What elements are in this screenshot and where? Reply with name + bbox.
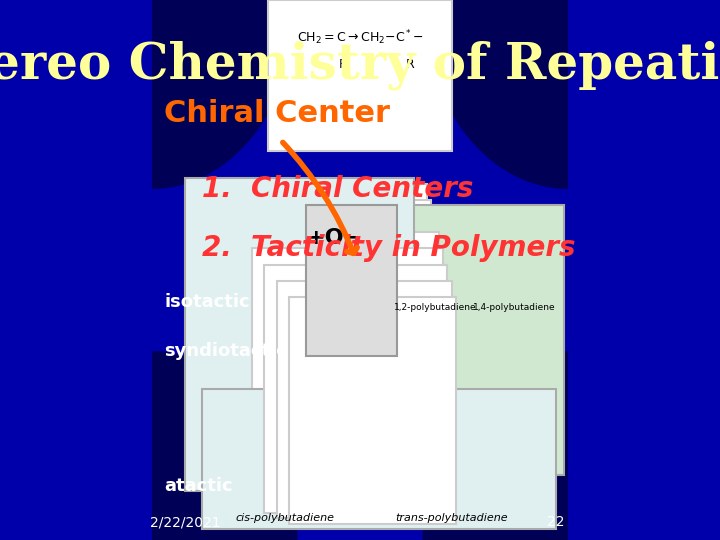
- FancyBboxPatch shape: [393, 205, 564, 475]
- Text: syndiotactic: syndiotactic: [164, 342, 287, 360]
- FancyBboxPatch shape: [306, 205, 397, 356]
- Text: atactic: atactic: [164, 477, 233, 495]
- FancyBboxPatch shape: [227, 216, 435, 497]
- Ellipse shape: [6, 351, 297, 540]
- Text: 22: 22: [547, 515, 564, 529]
- Text: cis-polybutadiene: cis-polybutadiene: [235, 514, 335, 523]
- Ellipse shape: [423, 0, 714, 189]
- Ellipse shape: [423, 351, 714, 540]
- Ellipse shape: [6, 0, 297, 189]
- FancyBboxPatch shape: [202, 184, 427, 486]
- FancyBboxPatch shape: [185, 178, 414, 491]
- FancyBboxPatch shape: [264, 265, 447, 513]
- FancyBboxPatch shape: [252, 248, 444, 508]
- Text: $\mathrm{CH_2{=}C \rightarrow CH_2{-}C^*{-}}$: $\mathrm{CH_2{=}C \rightarrow CH_2{-}C^*…: [297, 29, 423, 47]
- Text: +O−: +O−: [307, 227, 363, 248]
- Text: Chiral Center: Chiral Center: [163, 99, 390, 128]
- Text: 1,4-polybutadiene: 1,4-polybutadiene: [473, 303, 555, 312]
- Text: isotactic: isotactic: [164, 293, 250, 312]
- Text: $\mathrm{R}$: $\mathrm{R}$: [405, 58, 415, 71]
- Text: 2.  Tacticity in Polymers: 2. Tacticity in Polymers: [202, 234, 575, 262]
- FancyBboxPatch shape: [215, 200, 431, 491]
- Text: trans-polybutadiene: trans-polybutadiene: [395, 514, 508, 523]
- FancyBboxPatch shape: [269, 0, 451, 151]
- Text: Stereo Chemistry of Repeating: Stereo Chemistry of Repeating: [0, 40, 720, 90]
- Text: 1.  Chiral Centers: 1. Chiral Centers: [202, 175, 473, 203]
- FancyBboxPatch shape: [202, 389, 556, 529]
- FancyBboxPatch shape: [276, 281, 451, 518]
- FancyBboxPatch shape: [289, 297, 456, 524]
- FancyBboxPatch shape: [239, 232, 439, 502]
- Text: 1,2-polybutadiene: 1,2-polybutadiene: [394, 303, 476, 312]
- Text: $\mathrm{R}$: $\mathrm{R}$: [338, 58, 348, 71]
- Text: 2/22/2021: 2/22/2021: [150, 515, 220, 529]
